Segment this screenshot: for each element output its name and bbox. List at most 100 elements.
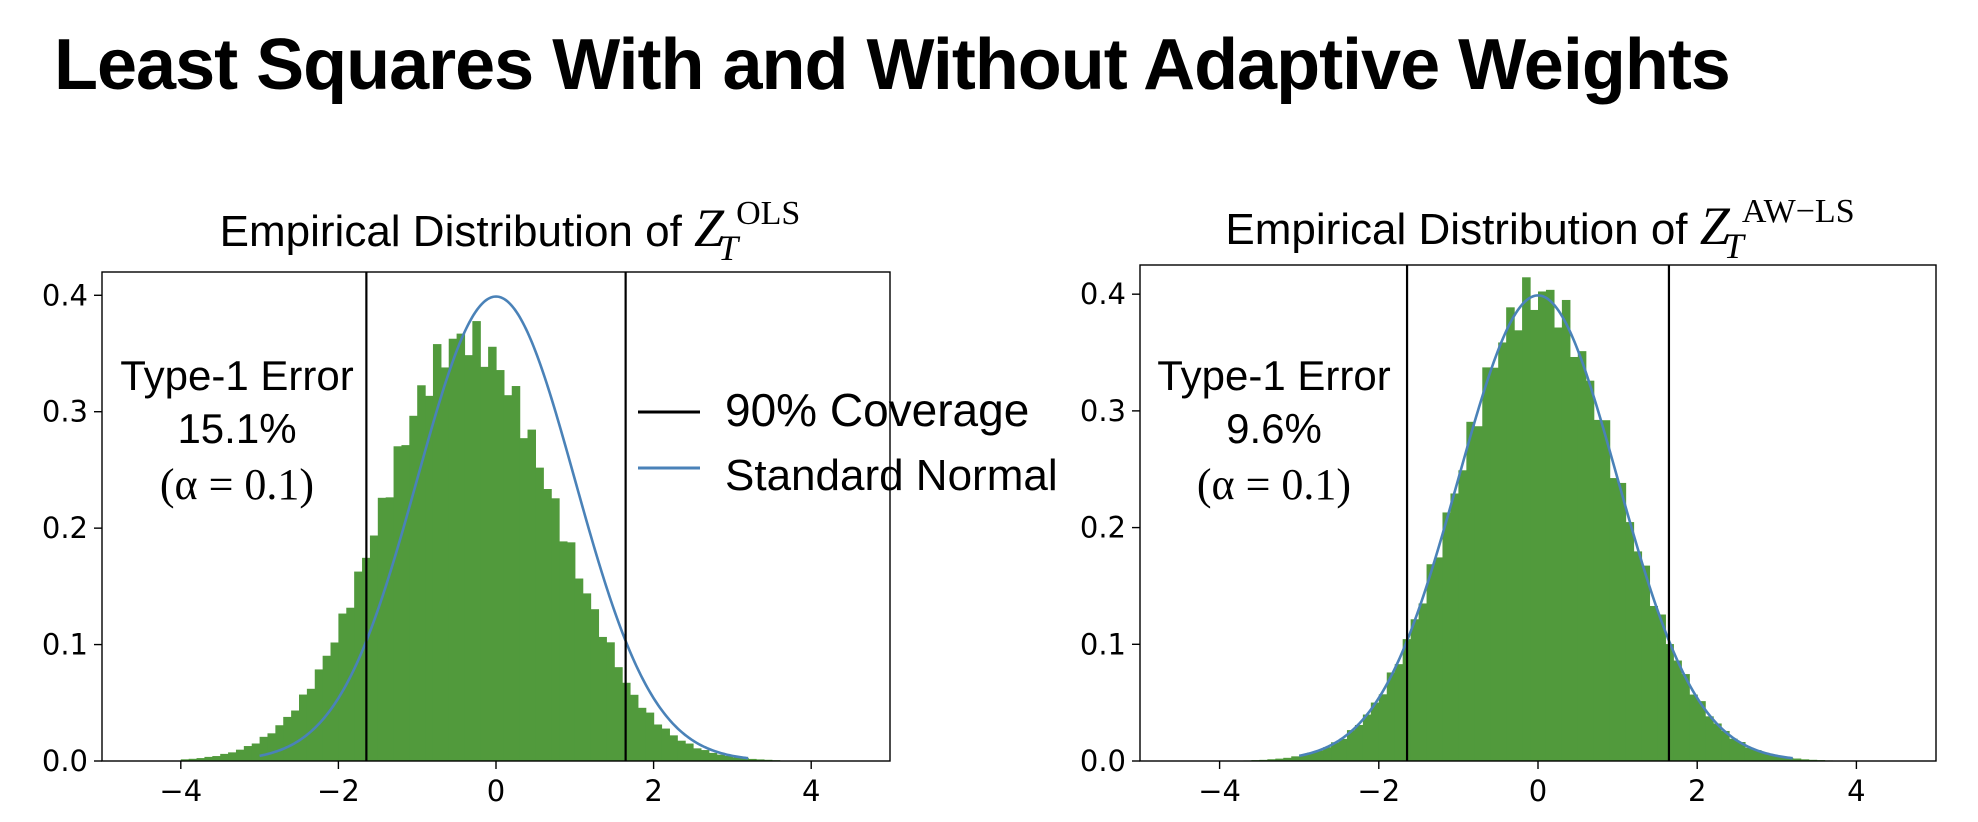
- histogram-bar: [1307, 752, 1316, 761]
- histogram-bar: [196, 758, 206, 761]
- histogram-bar: [503, 395, 513, 761]
- x-tick-label: 0: [1529, 774, 1547, 808]
- annotation-label: Type-1 Error: [1157, 352, 1390, 399]
- histogram-bar: [322, 655, 332, 761]
- histogram-bar: [1291, 756, 1300, 761]
- histogram-bar: [1514, 330, 1523, 761]
- histogram-bar: [724, 755, 733, 761]
- y-tick-label: 0.3: [42, 395, 88, 429]
- y-tick-label: 0.4: [1080, 277, 1126, 311]
- normal-curve: [259, 295, 749, 760]
- histogram-bar: [1538, 291, 1547, 761]
- histogram-bar: [1593, 419, 1603, 761]
- histogram-bar: [1673, 660, 1682, 761]
- histogram-bar: [235, 749, 245, 761]
- histogram-bar: [693, 748, 702, 761]
- histogram-bar: [432, 344, 442, 761]
- histogram-bar: [1760, 752, 1770, 761]
- histogram-bar: [291, 710, 300, 761]
- histogram-bar: [1267, 759, 1276, 761]
- annotation-label: Type-1 Error: [120, 352, 353, 399]
- histogram-bar: [1410, 619, 1420, 761]
- y-tick-label: 0.0: [1080, 744, 1126, 778]
- histogram-bar: [456, 333, 466, 761]
- histogram-bar: [1530, 309, 1539, 761]
- histogram-bar: [385, 497, 395, 761]
- annotation-alpha: (α = 0.1): [1197, 460, 1351, 509]
- histogram-bar: [377, 497, 387, 761]
- histogram-bar: [440, 367, 450, 761]
- histogram-bar: [1553, 327, 1563, 761]
- histogram-bar: [582, 593, 592, 761]
- histogram-bar: [488, 346, 497, 761]
- histogram-bar: [204, 756, 213, 761]
- histogram-bar: [566, 542, 576, 761]
- chart-title: Empirical Distribution of ZTOLS: [220, 195, 801, 268]
- histogram-bar: [425, 395, 434, 761]
- histogram-bar: [527, 429, 536, 761]
- histogram-bar: [606, 642, 615, 761]
- histogram-bar: [1315, 750, 1324, 761]
- histogram-bar: [740, 758, 749, 761]
- histogram-bar: [259, 736, 269, 761]
- histogram-bar: [748, 758, 757, 761]
- legend: 90% Coverage Standard Normal: [638, 384, 1058, 500]
- histogram-bar: [393, 446, 403, 761]
- histogram-bar: [1585, 380, 1595, 761]
- histogram-bar: [299, 694, 308, 761]
- chart-ols: −4 −2 0 2 4 0.0 0.1 0.2 0.3 0.4 Empirical Distribu…: [42, 195, 891, 808]
- x-tick-label: 2: [644, 774, 662, 808]
- x-tick-label: 0: [487, 774, 505, 808]
- histogram-bar: [1721, 730, 1730, 761]
- histogram-bar: [1776, 756, 1786, 761]
- legend-label: Standard Normal: [725, 451, 1058, 500]
- histogram-bar: [1545, 289, 1555, 761]
- histogram-bar: [1450, 493, 1459, 761]
- histogram-bar: [228, 752, 237, 761]
- histogram-bar: [1378, 694, 1388, 761]
- histogram-bar: [1625, 522, 1635, 761]
- histogram-bar: [685, 743, 694, 761]
- histogram-bar: [1482, 367, 1491, 761]
- histogram-bar: [1490, 367, 1499, 761]
- histogram-bar: [1657, 614, 1666, 761]
- histogram-bar: [598, 636, 607, 761]
- histogram-bar: [669, 735, 678, 761]
- chart-title: Empirical Distribution of ZTAW−LS: [1225, 193, 1854, 266]
- histogram-bar: [409, 415, 418, 761]
- y-tick-label: 0.0: [42, 744, 88, 778]
- y-tick-label: 0.1: [1080, 627, 1126, 661]
- x-tick-label: −2: [1357, 774, 1400, 808]
- histogram-bar: [180, 759, 190, 761]
- histogram-bar: [1649, 605, 1658, 761]
- histogram-bar: [251, 743, 261, 761]
- histogram-bar: [1729, 738, 1738, 761]
- histogram-bar: [188, 758, 198, 761]
- histogram-bar: [1370, 702, 1380, 761]
- histogram-bar: [519, 438, 529, 761]
- histogram-bar: [645, 712, 655, 761]
- histogram-bar: [1800, 759, 1810, 761]
- histogram-bar: [1331, 742, 1340, 761]
- histogram: [1235, 277, 1834, 761]
- y-tick-label: 0.2: [1080, 511, 1126, 545]
- histogram-bar: [732, 757, 741, 761]
- histogram-bar: [220, 753, 229, 761]
- x-tick-label: −4: [159, 774, 202, 808]
- histogram-bar: [417, 385, 426, 761]
- y-tick-label: 0.4: [42, 278, 88, 312]
- histogram: [180, 321, 781, 761]
- histogram-bar: [1641, 565, 1651, 761]
- histogram-bar: [1434, 557, 1444, 761]
- histogram-bar: [1768, 755, 1778, 761]
- histogram-bar: [1354, 724, 1364, 761]
- histogram-bar: [1561, 299, 1571, 761]
- histogram-bar: [1418, 603, 1428, 761]
- histogram-bar: [480, 366, 489, 761]
- histogram-bar: [559, 541, 568, 761]
- histogram-bar: [1737, 742, 1746, 761]
- histogram-bar: [1339, 738, 1348, 761]
- histogram-bar: [472, 321, 481, 761]
- histogram-bar: [1792, 758, 1802, 761]
